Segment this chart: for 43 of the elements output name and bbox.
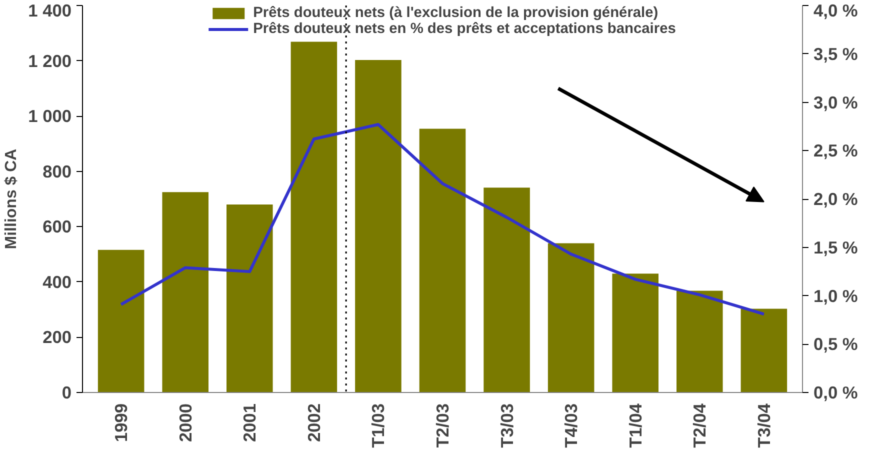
- bar: [676, 290, 723, 392]
- x-tick-label: 2000: [175, 403, 196, 442]
- x-tick-label: T1/03: [368, 403, 388, 448]
- y2-tick-label: 3,0 %: [814, 92, 858, 112]
- y2-tick-label: 1,5 %: [814, 237, 858, 258]
- line-series: [120, 123, 766, 316]
- x-tick-label: T3/04: [754, 403, 774, 448]
- legend-label: Prêts douteux nets en % des prêts et acceptations bancaires: [253, 21, 676, 37]
- bar: [548, 243, 594, 392]
- y2-tick-label: 2,5 %: [814, 140, 858, 161]
- y-tick-label: 1 000: [28, 106, 72, 126]
- x-tick-label: T4/03: [561, 403, 582, 448]
- bar: [419, 128, 466, 392]
- bar: [290, 42, 338, 392]
- y-tick-label: 1 400: [28, 0, 72, 20]
- y2-tick-label: 0,5 %: [814, 334, 858, 354]
- y-tick-label: 800: [42, 161, 72, 182]
- bar: [484, 188, 530, 392]
- x-tick-label: T1/04: [625, 403, 646, 448]
- bar: [740, 308, 788, 392]
- x-tick-label: 2002: [304, 403, 324, 442]
- bar: [162, 192, 208, 392]
- y2-tick-label: 1,0 %: [814, 286, 858, 306]
- y-tick-label: 400: [42, 272, 72, 292]
- y-tick-label: 200: [42, 327, 72, 348]
- x-tick-label: T3/03: [496, 403, 517, 448]
- y-tick-label: 1 200: [28, 50, 72, 71]
- y2-tick-label: 3,5 %: [814, 44, 858, 64]
- legend-label: Prêts douteux nets (à l'exclusion de la provision générale): [253, 5, 658, 21]
- x-tick-label: 2001: [240, 403, 260, 442]
- bar: [226, 204, 273, 392]
- y2-tick-label: 4,0 %: [814, 0, 858, 20]
- y2-tick-label: 0,0 %: [814, 382, 858, 402]
- y-tick-label: 0: [62, 382, 72, 402]
- bar: [612, 274, 658, 392]
- x-tick-label: T2/04: [690, 403, 710, 448]
- x-tick-label: 1999: [111, 403, 132, 442]
- y2-tick-label: 2,0 %: [814, 189, 858, 209]
- x-tick-label: T2/03: [432, 403, 452, 448]
- bar: [355, 60, 402, 392]
- y-tick-label: 600: [42, 216, 72, 237]
- y-axis-title: Millions $ CA: [3, 148, 20, 250]
- bar: [98, 250, 144, 392]
